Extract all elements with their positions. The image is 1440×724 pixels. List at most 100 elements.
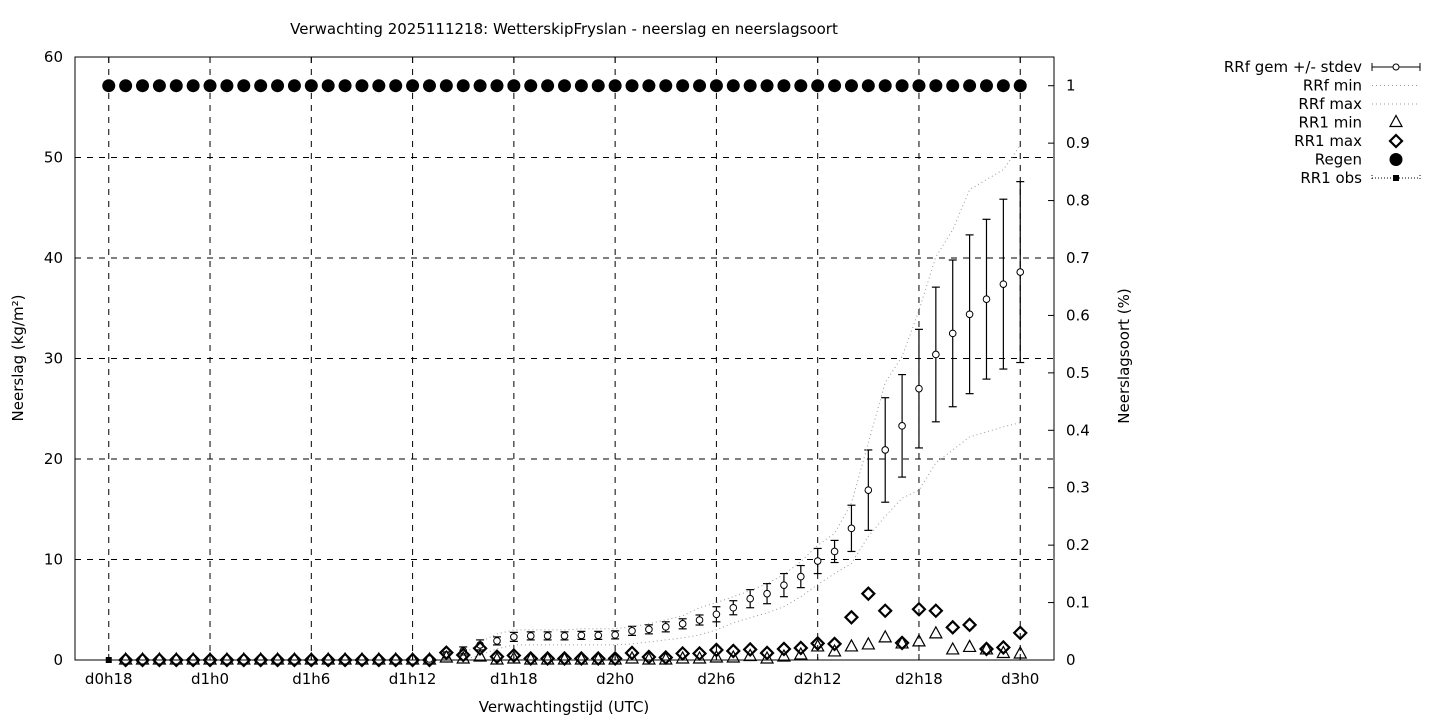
regen-point: [608, 79, 622, 93]
data-marks: [102, 79, 1028, 668]
rr1-min-point: [861, 636, 876, 650]
legend-label: RRf max: [1298, 95, 1362, 113]
regen-point: [355, 79, 369, 93]
rr1-max-point: [827, 636, 843, 652]
mean-point: [611, 631, 619, 639]
rr1-max-point: [405, 652, 421, 668]
rr1-max-point: [151, 652, 167, 668]
rr1-min-point: [878, 629, 893, 643]
legend-label: RR1 obs: [1300, 169, 1362, 187]
rr1-max-point: [590, 650, 606, 667]
rr1-max-point: [202, 652, 218, 668]
regen-point: [186, 79, 200, 93]
mean-point: [763, 589, 771, 598]
legend-label: Regen: [1315, 151, 1362, 169]
mean-point: [594, 631, 603, 640]
regen-point: [709, 79, 723, 93]
regen-point: [625, 79, 639, 93]
mean-point: [645, 625, 653, 634]
regen-point: [743, 79, 757, 93]
mean-point: [797, 572, 805, 581]
regen-point: [946, 79, 960, 93]
regen-point: [490, 79, 504, 93]
mean-point: [661, 623, 670, 631]
mean-point: [982, 295, 991, 304]
regen-point: [422, 79, 436, 93]
rr1-max-point: [556, 650, 573, 667]
legend-item: RR1 min: [1299, 114, 1404, 132]
mean-point: [628, 627, 636, 635]
regen-point: [254, 79, 268, 93]
regen-point: [963, 79, 977, 93]
rr1-max-point: [894, 635, 910, 651]
rr1-max-point: [354, 652, 370, 668]
rr1-max-point: [641, 649, 657, 665]
regen-point: [844, 79, 858, 93]
mean-point: [510, 633, 518, 641]
y2-tick-label: 0.6: [1066, 306, 1090, 324]
regen-point: [203, 79, 217, 93]
regen-point: [169, 79, 183, 93]
series-rr1-max: [118, 586, 1028, 668]
legend-item: RRf gem +/- stdev: [1224, 58, 1421, 76]
legend-label: RR1 min: [1299, 114, 1362, 132]
x-tick-label: d3h0: [1001, 670, 1039, 688]
mean-point: [577, 631, 586, 640]
series-regen: [102, 79, 1027, 93]
mean-point: [543, 632, 552, 640]
regen-point: [574, 79, 588, 93]
legend-label: RR1 max: [1294, 132, 1362, 150]
regen-point: [659, 79, 673, 93]
legend-filled-circle-icon: [1389, 153, 1403, 166]
legend-item: RR1 obs: [1300, 169, 1421, 187]
regen-point: [439, 79, 453, 93]
regen-point: [895, 79, 909, 93]
rr1-min-point: [709, 649, 724, 663]
rr1-max-point: [928, 603, 944, 619]
series-rr1-obs: [105, 657, 112, 663]
series-rrf-min: [463, 422, 1021, 661]
x-tick-label: d1h6: [292, 670, 330, 688]
legend-item: RRf min: [1303, 77, 1420, 95]
rr1-max-point: [253, 652, 269, 668]
regen-point: [760, 79, 774, 93]
mean-point: [1016, 268, 1025, 276]
rr1-min-point: [540, 651, 555, 665]
rr1-max-point: [573, 650, 589, 667]
mean-point: [526, 632, 535, 640]
rr1-min-point: [945, 641, 960, 655]
x-tick-label: d1h12: [389, 670, 437, 688]
rr1-max-point: [759, 645, 775, 661]
rr1-max-point: [540, 650, 556, 667]
mean-point: [729, 603, 738, 612]
regen-point: [473, 79, 487, 93]
series-rrf-max: [462, 145, 1021, 656]
legend-circle-icon: [1392, 63, 1400, 71]
rr1-min-point: [776, 648, 791, 662]
rr1-max-point: [455, 647, 471, 663]
axes: d0h18 d1h0 d1h6 d1h12 d1h18 d2h0 d2h6 d2h12 d2h1…: [44, 48, 1090, 688]
mean-point: [712, 610, 721, 619]
rr1-min-point: [523, 651, 538, 665]
rr1-max-point: [911, 601, 927, 617]
mean-point: [948, 329, 957, 338]
y-tick-label: 10: [44, 551, 63, 569]
x-tick-label: d0h18: [85, 670, 133, 688]
mean-point: [965, 310, 974, 319]
range-line: [462, 145, 1021, 656]
rr1-min-point: [911, 633, 926, 647]
regen-point: [220, 79, 234, 93]
y-tick-label: 40: [44, 249, 63, 267]
rr1-min-point: [557, 651, 572, 665]
regen-point: [152, 79, 166, 93]
rr1-min-point: [692, 650, 707, 664]
regen-point: [878, 79, 892, 93]
rr1-min-point: [591, 651, 606, 665]
rr1-min-point: [928, 625, 943, 639]
rr1-max-point: [658, 649, 674, 666]
regen-point: [642, 79, 656, 93]
legend-item: Regen: [1315, 151, 1403, 169]
series-rrf-gem-stdev: [425, 181, 1025, 663]
